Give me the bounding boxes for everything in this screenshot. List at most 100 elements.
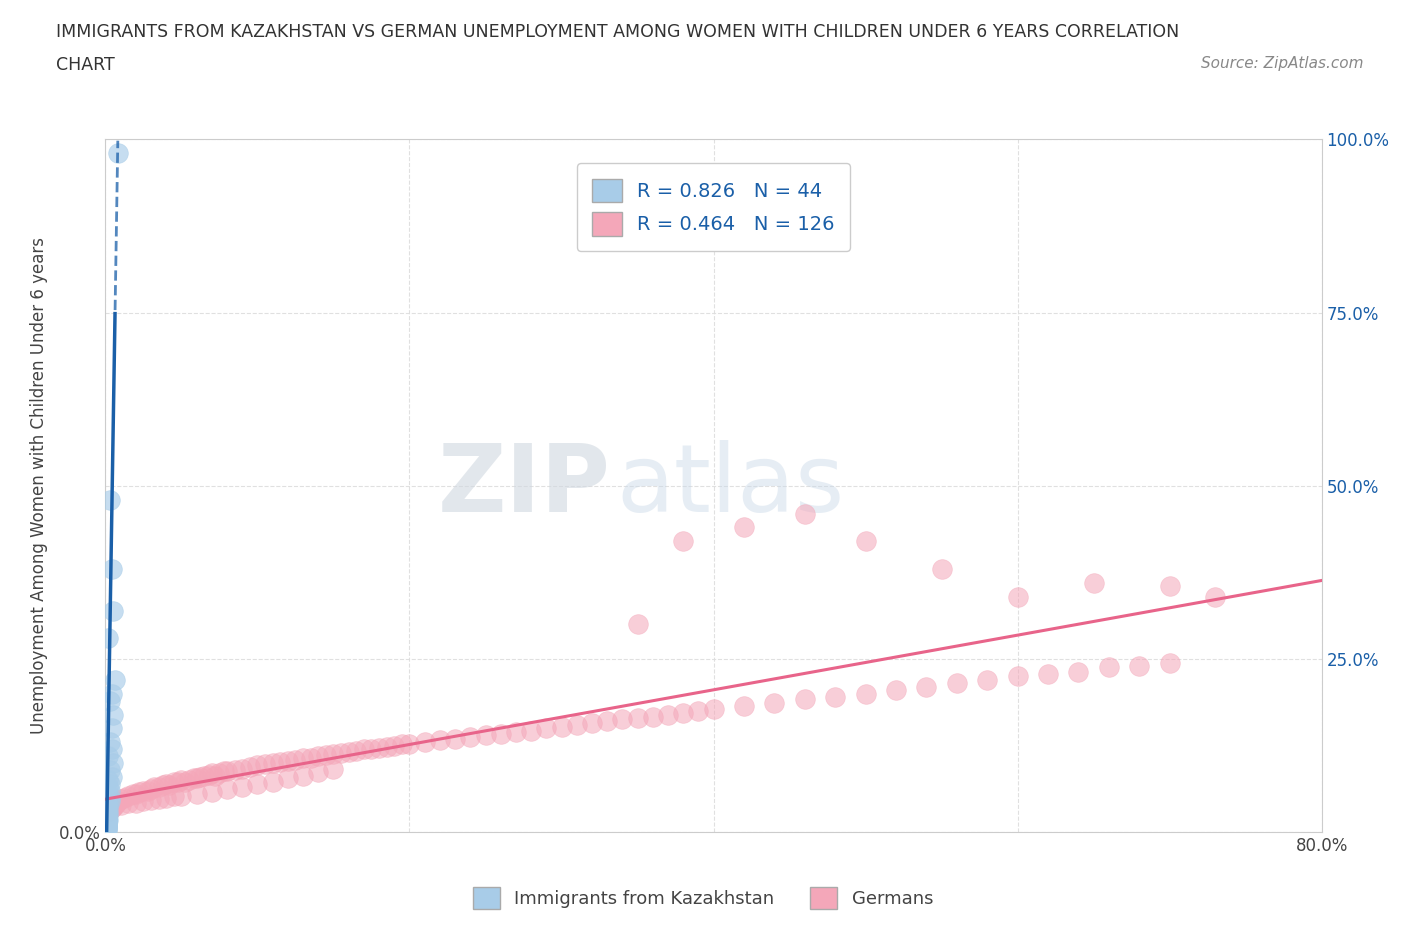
Point [107, 146, 129, 161]
Point [733, 698, 755, 713]
Legend: R = 0.826   N = 44, R = 0.464   N = 126: R = 0.826 N = 44, R = 0.464 N = 126 [576, 163, 851, 251]
Text: atlas: atlas [616, 440, 845, 532]
Point [148, 780, 170, 795]
Point [125, 795, 148, 810]
Point [107, 793, 129, 808]
Point [96, 803, 118, 817]
Point [212, 764, 235, 778]
Point [97, 804, 120, 819]
Point [375, 739, 398, 754]
Point [299, 751, 322, 765]
Point [976, 672, 998, 687]
Point [262, 775, 284, 790]
Point [262, 755, 284, 770]
Point [97, 807, 120, 822]
Point [143, 780, 166, 795]
Point [246, 758, 269, 773]
Point [581, 715, 603, 730]
Point [641, 710, 664, 724]
Point [98, 735, 121, 750]
Point [1098, 660, 1121, 675]
Point [100, 686, 122, 701]
Point [96, 821, 118, 836]
Point [292, 768, 315, 783]
Point [112, 790, 135, 805]
Point [204, 768, 226, 783]
Point [193, 768, 215, 783]
Point [167, 775, 190, 790]
Point [132, 783, 155, 798]
Point [1007, 669, 1029, 684]
Point [284, 752, 307, 767]
Point [170, 773, 193, 788]
Point [1128, 658, 1150, 673]
Point [173, 775, 195, 790]
Point [277, 771, 299, 786]
Point [626, 618, 648, 632]
Point [505, 724, 527, 739]
Point [136, 783, 159, 798]
Point [177, 772, 200, 787]
Point [132, 793, 155, 808]
Text: IMMIGRANTS FROM KAZAKHSTAN VS GERMAN UNEMPLOYMENT AMONG WOMEN WITH CHILDREN UNDE: IMMIGRANTS FROM KAZAKHSTAN VS GERMAN UNE… [56, 23, 1180, 41]
Point [101, 799, 124, 814]
Point [565, 718, 588, 733]
Point [231, 780, 253, 795]
Text: Source: ZipAtlas.com: Source: ZipAtlas.com [1201, 56, 1364, 71]
Point [98, 763, 121, 777]
Point [98, 693, 121, 708]
Point [344, 743, 367, 758]
Point [672, 534, 695, 549]
Point [98, 783, 121, 798]
Point [254, 757, 277, 772]
Point [1159, 655, 1181, 670]
Point [201, 766, 224, 781]
Point [101, 707, 124, 722]
Point [269, 754, 291, 769]
Point [155, 790, 177, 805]
Point [307, 749, 329, 764]
Point [702, 701, 725, 716]
Point [97, 787, 120, 802]
Point [292, 751, 315, 765]
Point [100, 769, 122, 784]
Point [96, 818, 118, 833]
Point [931, 562, 953, 577]
Point [97, 804, 120, 819]
Point [100, 562, 122, 577]
Point [382, 738, 405, 753]
Point [612, 712, 634, 727]
Point [198, 767, 221, 782]
Point [489, 726, 512, 741]
Point [98, 790, 121, 805]
Point [100, 721, 122, 736]
Point [152, 777, 174, 792]
Point [96, 821, 118, 836]
Point [444, 731, 467, 746]
Point [163, 775, 186, 790]
Point [429, 733, 451, 748]
Point [322, 761, 344, 776]
Point [855, 686, 877, 701]
Point [277, 753, 299, 768]
Point [217, 764, 239, 778]
Point [884, 683, 907, 698]
Point [458, 730, 481, 745]
Point [391, 737, 413, 751]
Legend: Immigrants from Kazakhstan, Germans: Immigrants from Kazakhstan, Germans [465, 880, 941, 916]
Point [101, 797, 124, 812]
Point [117, 796, 139, 811]
Point [110, 797, 132, 812]
Point [360, 742, 382, 757]
Point [793, 506, 815, 521]
Point [97, 801, 120, 816]
Point [322, 747, 344, 762]
Point [413, 735, 436, 750]
Point [330, 745, 353, 760]
Point [96, 799, 118, 814]
Point [855, 534, 877, 549]
Point [217, 782, 239, 797]
Point [945, 676, 967, 691]
Point [103, 672, 125, 687]
Point [96, 815, 118, 830]
